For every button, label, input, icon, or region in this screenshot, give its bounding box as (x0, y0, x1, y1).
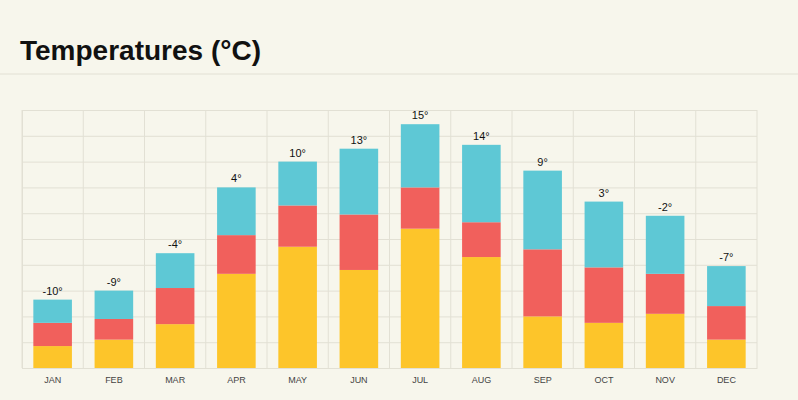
x-tick-label: JUL (412, 375, 428, 385)
x-tick-label: OCT (594, 375, 614, 385)
bar-segment (707, 306, 746, 340)
grid-line (22, 136, 757, 137)
x-tick-label: NOV (655, 375, 675, 385)
y-axis (22, 111, 757, 369)
bar-segment (278, 247, 317, 368)
background (0, 0, 798, 400)
bar-segment (217, 187, 256, 235)
bar-segment (95, 340, 134, 368)
x-tick-label: FEB (105, 375, 123, 385)
annotation: -7° (719, 251, 733, 263)
chart: Temperatures (°C) -10° -9° -4° 4° 10° 13° 15° 14… (0, 0, 798, 400)
x-tick: NOV (655, 368, 675, 385)
x-tick-label: DEC (717, 375, 737, 385)
annotation: 4° (231, 172, 242, 184)
bar-segment (156, 324, 195, 368)
annotation: 3° (599, 187, 610, 199)
grid-line (22, 162, 757, 163)
bar-segment (462, 257, 501, 368)
bars (33, 124, 745, 368)
bar-segment (707, 266, 746, 306)
bar-segment (33, 346, 72, 368)
bar-segment (340, 270, 379, 368)
x-tick-label: MAY (288, 375, 307, 385)
x-tick: APR (227, 368, 246, 385)
bar-segment (401, 187, 440, 228)
bar-segment (707, 340, 746, 368)
bar-segment (33, 323, 72, 346)
bar-segment (585, 323, 624, 368)
x-axis-line (23, 368, 758, 369)
bar-segment (462, 145, 501, 222)
bar-segment (646, 274, 685, 314)
annotations: -10° -9° -4° 4° 10° 13° 15° 14° 9° 3° -2° -7° (42, 109, 733, 296)
bar-segment (217, 235, 256, 274)
x-axis: JAN FEB MAR APR MAY JUN JUL AUG SEP OCT NOV DEC (23, 368, 758, 385)
x-tick-label: MAR (165, 375, 186, 385)
x-tick-label: SEP (534, 375, 552, 385)
y-tick (22, 162, 757, 163)
bar-segment (278, 162, 317, 206)
x-tick-label: JAN (44, 375, 61, 385)
annotation: -4° (168, 238, 182, 250)
x-tick: AUG (472, 368, 492, 385)
grid-line (22, 368, 757, 369)
bar-segment (217, 274, 256, 368)
annotation: 15° (412, 109, 429, 121)
x-tick: MAY (288, 368, 307, 385)
v-grid (22, 110, 757, 368)
annotation: -10° (42, 285, 62, 297)
annotation: 14° (473, 130, 490, 142)
x-tick: OCT (594, 368, 614, 385)
y-tick (22, 110, 757, 111)
annotation: 9° (537, 156, 548, 168)
x-tick: DEC (717, 368, 737, 385)
bar-segment (401, 124, 440, 187)
grid-line (22, 187, 757, 188)
x-tick-label: JUN (350, 375, 368, 385)
y-tick (22, 136, 757, 137)
title: Temperatures (°C) (20, 35, 261, 66)
annotation: -2° (658, 201, 672, 213)
series (33, 124, 745, 323)
annotation: -9° (107, 276, 121, 288)
x-tick: JUL (412, 368, 428, 385)
title-rule (0, 74, 798, 75)
x-tick-label: APR (227, 375, 246, 385)
plot: -10° -9° -4° 4° 10° 13° 15° 14° 9° 3° -2° -7° JAN FEB… (22, 109, 758, 385)
grid-line (22, 110, 757, 111)
bar-segment (340, 149, 379, 215)
bar-segment (156, 253, 195, 288)
bar-segment (340, 214, 379, 269)
x-tick: SEP (534, 368, 552, 385)
x-tick: JUN (350, 368, 368, 385)
bar-segment (646, 216, 685, 274)
bar-segment (523, 249, 562, 316)
bar-segment (278, 205, 317, 246)
bar-segment (585, 202, 624, 268)
bar-segment (523, 316, 562, 368)
series (33, 229, 745, 368)
y-axis-line (23, 111, 758, 369)
series (33, 187, 745, 346)
bar-segment (585, 267, 624, 322)
bar-segment (523, 171, 562, 250)
bar-segment (401, 229, 440, 368)
bar-segment (95, 319, 134, 340)
bar-segment (33, 300, 72, 323)
bar-segment (462, 222, 501, 257)
annotation: 10° (289, 147, 306, 159)
y-tick (22, 213, 757, 214)
x-tick: FEB (105, 368, 123, 385)
y-tick (22, 368, 757, 369)
y-tick (22, 187, 757, 188)
bar-segment (95, 291, 134, 319)
bar-segment (646, 314, 685, 368)
x-tick: JAN (44, 368, 61, 385)
bar-segment (156, 288, 195, 324)
annotation: 13° (351, 134, 368, 146)
grid-line (22, 213, 757, 214)
x-tick-label: AUG (472, 375, 492, 385)
x-tick: MAR (165, 368, 186, 385)
